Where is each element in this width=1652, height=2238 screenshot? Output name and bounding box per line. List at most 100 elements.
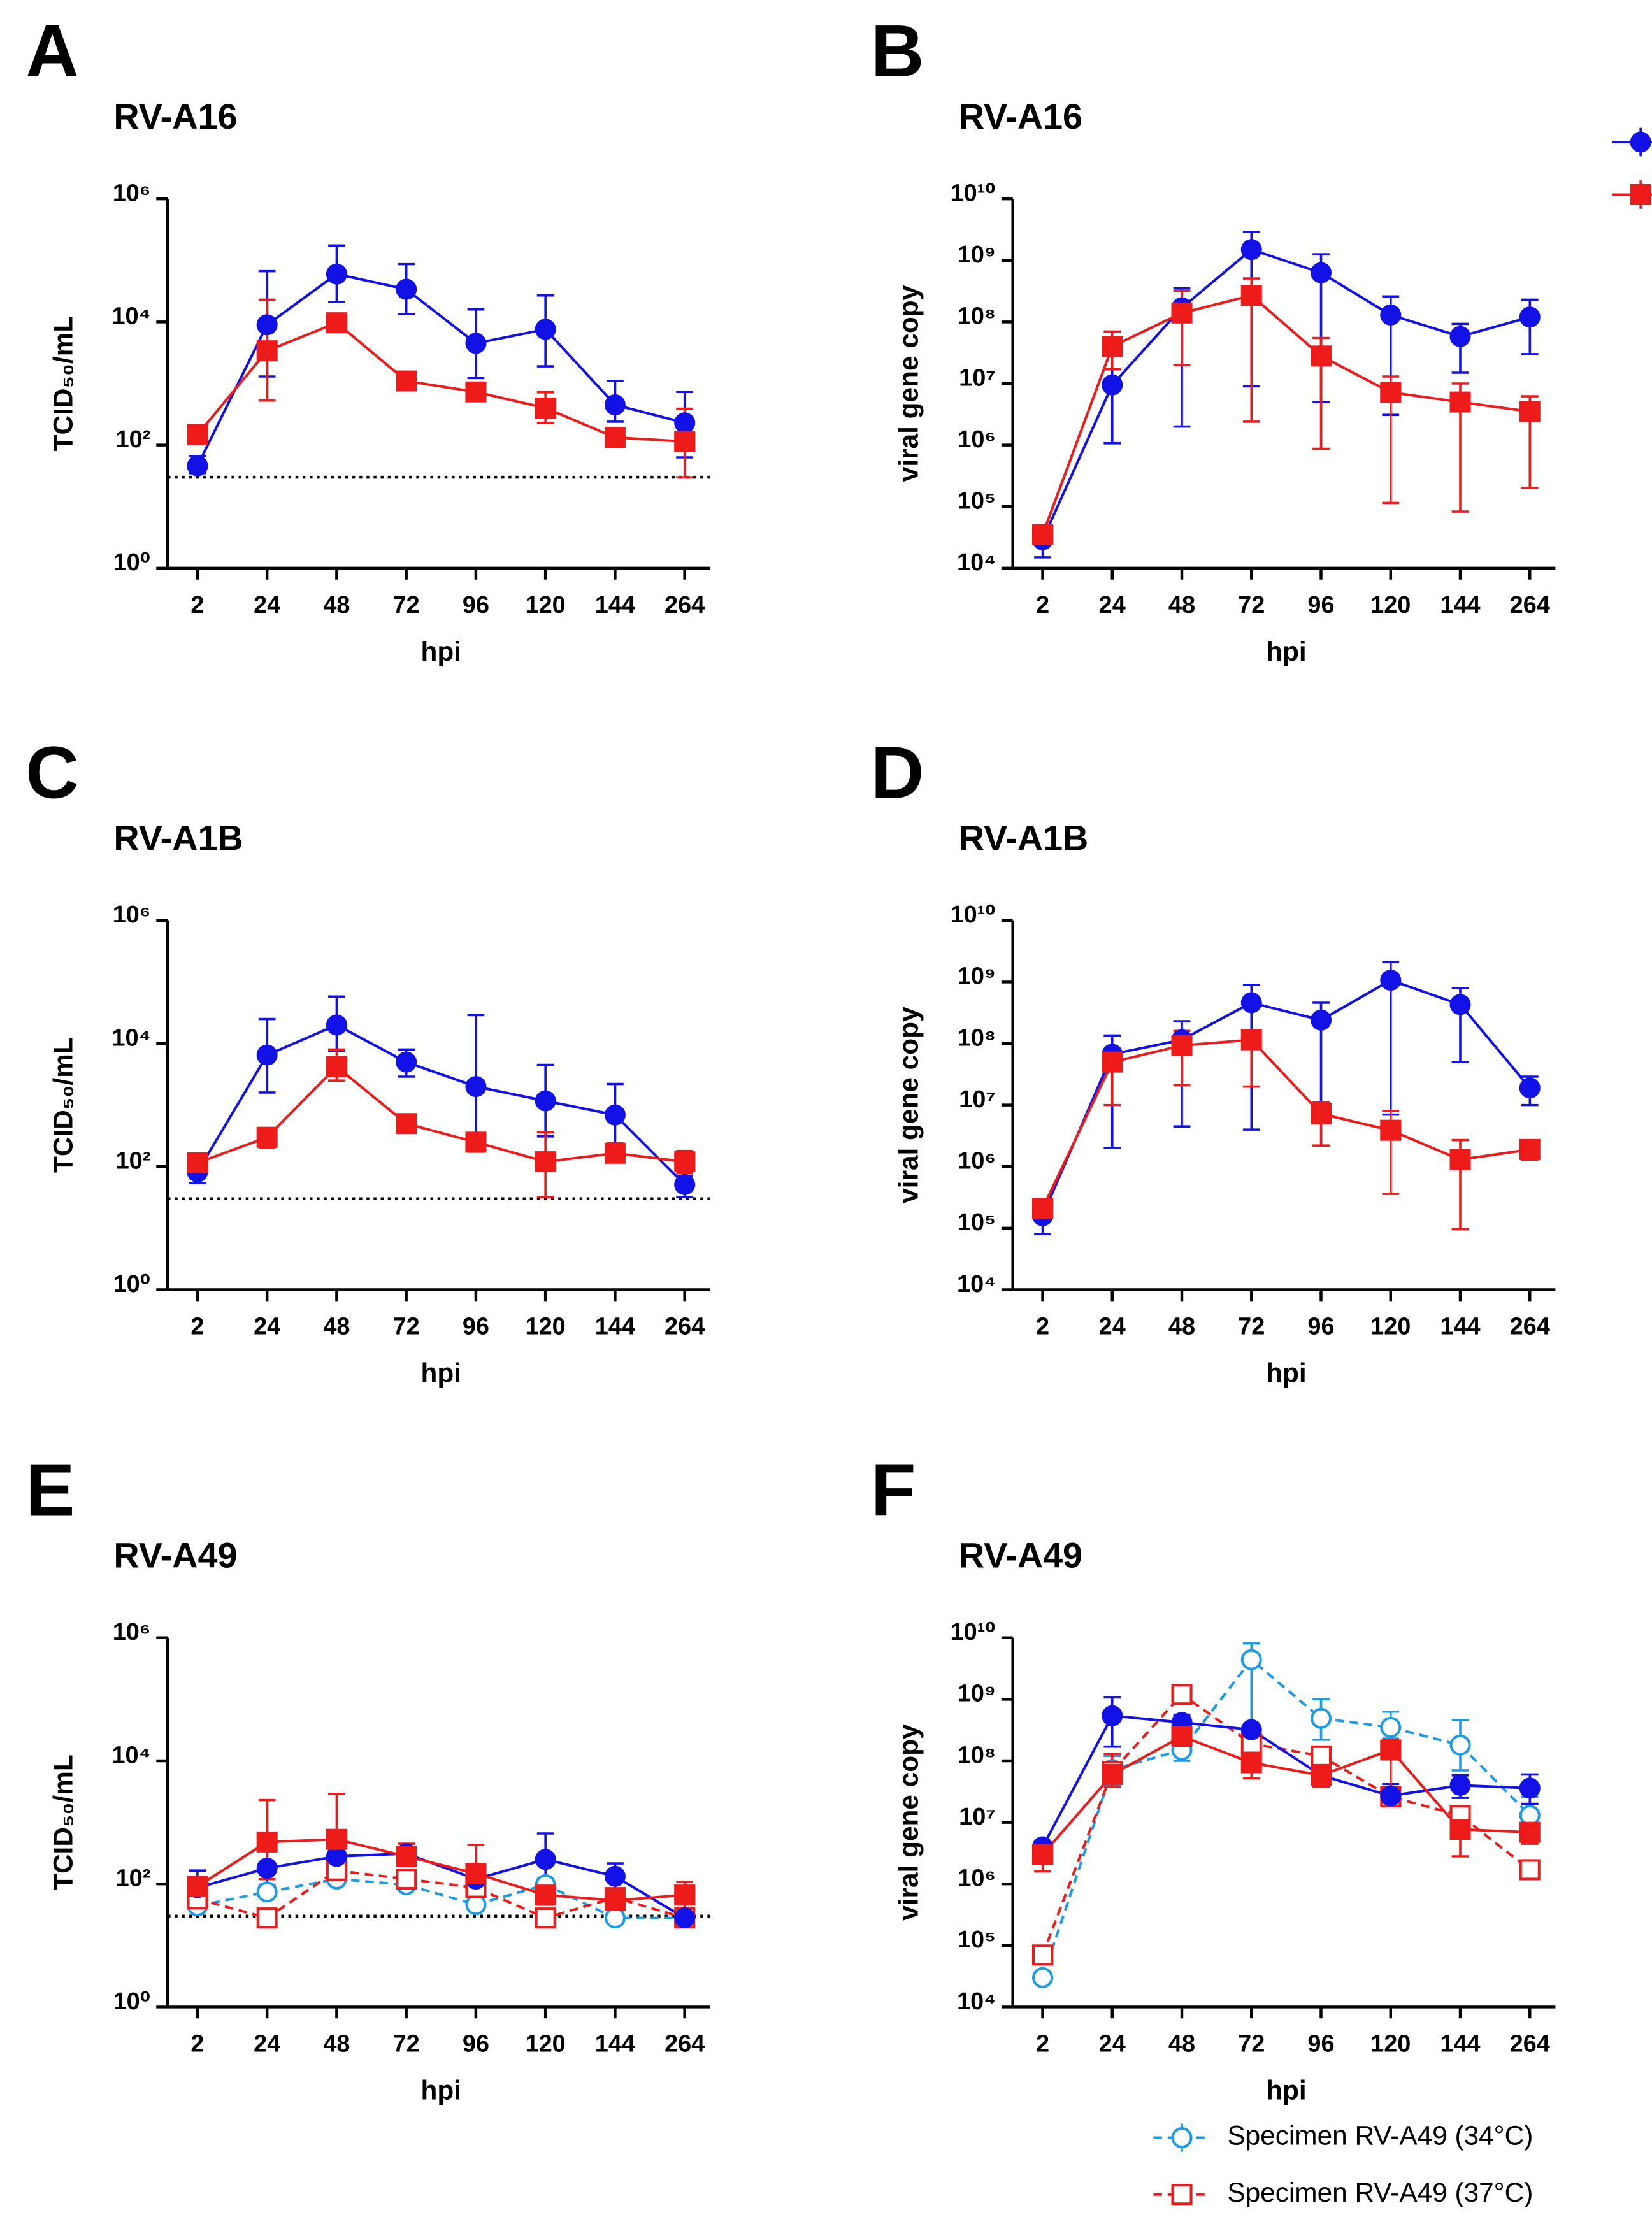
marker	[256, 1126, 278, 1148]
marker	[1171, 2127, 1193, 2149]
marker	[1519, 1821, 1541, 1843]
x-axis-title: hpi	[421, 2075, 462, 2105]
x-tick-label: 144	[1440, 592, 1480, 619]
y-axis-title: viral gene copy	[893, 1007, 923, 1203]
panel-label: D	[871, 731, 924, 814]
marker	[1519, 306, 1541, 328]
y-tick-label: 10¹⁰	[951, 1619, 996, 1646]
marker	[1171, 1684, 1193, 1705]
y-axis-title: viral gene copy	[893, 285, 923, 482]
y-tick-label: 10⁹	[958, 1681, 996, 1707]
y-tick-label: 10⁴	[957, 1271, 996, 1298]
series-line	[1041, 294, 1530, 536]
marker	[1032, 1198, 1054, 1219]
marker	[1102, 374, 1123, 396]
y-tick-label: 10⁰	[113, 1988, 151, 2015]
marker	[1380, 304, 1402, 326]
marker	[604, 1907, 626, 1929]
y-tick-label: 10⁶	[958, 426, 996, 453]
marker	[326, 1828, 347, 1850]
y-tick-label: 10⁵	[958, 488, 996, 515]
marker	[1311, 1707, 1332, 1729]
marker	[1102, 1051, 1123, 1073]
marker	[1311, 1765, 1332, 1786]
marker	[535, 1849, 556, 1870]
x-tick-label: 120	[1370, 1314, 1411, 1340]
series-line	[196, 321, 685, 443]
y-tick-label: 10⁶	[113, 901, 151, 928]
y-tick-label: 10⁵	[958, 1926, 996, 1953]
y-tick-label: 10⁰	[113, 1271, 151, 1298]
x-tick-label: 48	[323, 1314, 350, 1340]
y-tick-label: 10⁶	[113, 1619, 151, 1646]
marker	[1240, 239, 1262, 261]
y-axis-title: TCID₅₀/mL	[48, 316, 78, 452]
marker	[1449, 391, 1471, 413]
x-tick-label: 144	[595, 2031, 635, 2058]
series-line	[1041, 1038, 1530, 1209]
y-tick-label: 10⁵	[958, 1209, 996, 1236]
marker	[535, 319, 556, 340]
marker	[1240, 1719, 1262, 1740]
marker	[1380, 1739, 1402, 1761]
series-line	[1041, 979, 1531, 1216]
marker	[1102, 336, 1123, 357]
marker	[1311, 345, 1332, 367]
marker	[535, 1090, 556, 1112]
y-tick-label: 10⁶	[113, 180, 151, 207]
marker	[604, 1865, 626, 1887]
marker	[187, 1876, 208, 1897]
y-tick-label: 10¹⁰	[951, 901, 996, 928]
chart-title: RV-A1B	[113, 819, 243, 858]
marker	[1240, 992, 1262, 1014]
marker	[1311, 1103, 1332, 1124]
x-axis-title: hpi	[1266, 2075, 1307, 2105]
marker	[1032, 1944, 1054, 1966]
x-tick-label: 264	[664, 592, 705, 619]
y-tick-label: 10²	[116, 1148, 151, 1175]
marker	[465, 381, 487, 403]
y-tick-label: 10²	[116, 426, 151, 453]
x-tick-label: 24	[254, 1314, 280, 1340]
series-line	[196, 1023, 686, 1186]
y-tick-label: 10⁶	[958, 1865, 996, 1892]
x-tick-label: 144	[595, 592, 635, 619]
marker	[465, 1131, 487, 1153]
series-line	[1041, 1714, 1530, 1847]
marker	[256, 1907, 278, 1929]
x-axis-title: hpi	[1266, 636, 1307, 666]
x-tick-label: 264	[664, 1314, 705, 1340]
marker	[535, 1151, 556, 1173]
marker	[1380, 1716, 1402, 1738]
marker	[256, 1831, 278, 1853]
x-tick-label: 96	[1307, 2031, 1334, 2058]
marker	[1380, 1785, 1402, 1807]
marker	[604, 394, 626, 416]
marker	[187, 455, 208, 477]
series-line	[197, 1852, 686, 1919]
marker	[1171, 1035, 1193, 1056]
x-tick-label: 72	[1238, 1314, 1265, 1340]
marker	[1380, 970, 1402, 991]
panel-label: C	[25, 731, 79, 814]
x-tick-label: 24	[254, 592, 280, 619]
marker	[256, 314, 278, 336]
marker	[604, 1142, 626, 1164]
marker	[465, 1863, 487, 1884]
x-tick-label: 96	[463, 2031, 489, 2058]
x-tick-label: 48	[323, 592, 350, 619]
marker	[1171, 302, 1193, 324]
x-axis-title: hpi	[421, 636, 462, 666]
marker	[1171, 2184, 1193, 2206]
marker	[1380, 382, 1402, 403]
x-tick-label: 144	[1440, 2031, 1480, 2058]
x-tick-label: 96	[1307, 592, 1334, 619]
panel-label: F	[871, 1448, 916, 1531]
series-line	[1041, 248, 1530, 541]
marker	[1630, 183, 1651, 205]
marker	[465, 1076, 487, 1098]
chart-title: RV-A16	[959, 97, 1082, 136]
chart-title: RV-A49	[113, 1536, 237, 1575]
marker	[465, 333, 487, 354]
